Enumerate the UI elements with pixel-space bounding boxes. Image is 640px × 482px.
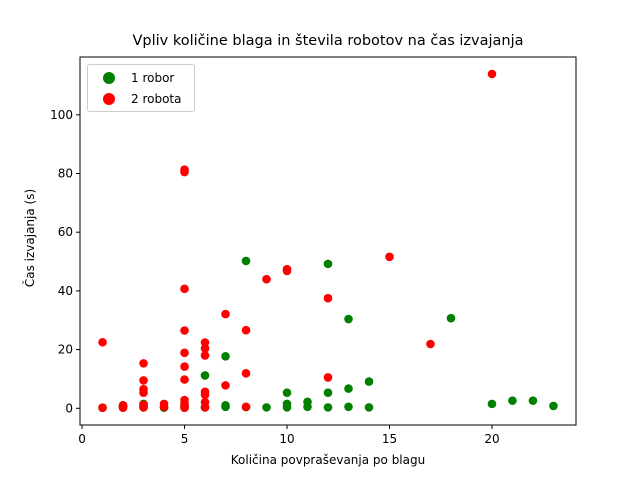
legend: 1 robor 2 robota (87, 64, 195, 112)
legend-marker-green (103, 72, 115, 84)
data-point-series-2 (139, 384, 148, 394)
data-point-series-1 (508, 396, 517, 405)
data-point-series-1 (549, 401, 558, 411)
data-point-series-2 (139, 376, 148, 385)
data-point-series-1 (282, 399, 292, 409)
data-point-series-2 (241, 402, 251, 412)
data-point-series-1 (446, 313, 456, 323)
data-point-series-2 (180, 326, 189, 335)
data-point-series-2 (385, 252, 394, 262)
x-tick-label: 15 (382, 432, 397, 446)
data-point-series-1 (323, 259, 333, 269)
data-point-series-1 (282, 388, 292, 398)
data-point-series-2 (98, 337, 107, 347)
legend-marker-red (103, 93, 115, 105)
y-axis-label: Čas izvajanja (s) (23, 188, 37, 288)
x-tick-label: 0 (78, 432, 86, 446)
data-point-series-2 (180, 284, 189, 294)
x-axis-label: Količina povpraševanja po blagu (230, 453, 426, 467)
axes-frame (79, 56, 577, 426)
data-point-series-1 (528, 396, 538, 405)
data-point-series-2 (262, 274, 271, 284)
x-tick-label: 5 (181, 432, 189, 446)
data-point-series-2 (180, 395, 189, 405)
data-point-series-1 (344, 402, 353, 412)
y-tick-label: 20 (58, 343, 73, 357)
data-point-series-2 (426, 339, 435, 349)
data-point-series-2 (159, 399, 169, 409)
data-point-series-1 (364, 403, 374, 412)
points-layer (98, 69, 558, 412)
data-point-series-2 (487, 69, 497, 79)
y-tick-label: 40 (58, 284, 73, 298)
data-point-series-2 (180, 362, 189, 371)
data-point-series-1 (221, 401, 230, 410)
data-point-series-1 (221, 352, 230, 361)
legend-item-series-2: 2 robota (88, 89, 194, 109)
legend-label: 1 robor (131, 71, 175, 85)
data-point-series-2 (200, 338, 210, 347)
data-point-series-1 (364, 377, 374, 386)
legend-label: 2 robota (131, 92, 182, 106)
y-tick-label: 80 (58, 167, 73, 181)
data-point-series-1 (344, 384, 353, 393)
data-point-series-1 (323, 388, 333, 398)
x-tick-label: 10 (279, 432, 294, 446)
data-point-series-2 (118, 401, 128, 410)
data-point-series-2 (139, 359, 148, 368)
y-tick-label: 60 (58, 225, 73, 239)
data-point-series-2 (221, 381, 230, 390)
legend-item-series-1: 1 robor (88, 68, 194, 88)
data-point-series-1 (200, 371, 210, 380)
data-point-series-1 (323, 403, 333, 412)
data-point-series-1 (303, 397, 312, 407)
data-point-series-2 (323, 293, 333, 303)
x-tick-label: 20 (484, 432, 499, 446)
y-tick-label: 100 (50, 108, 73, 122)
data-point-series-1 (241, 256, 251, 266)
data-point-series-2 (180, 165, 189, 174)
data-point-series-1 (487, 399, 497, 409)
data-point-series-2 (241, 325, 251, 335)
data-point-series-1 (344, 314, 353, 324)
data-point-series-2 (139, 400, 148, 410)
data-point-series-2 (323, 373, 333, 382)
data-point-series-2 (200, 351, 210, 360)
chart-title: Vpliv količine blaga in števila robotov … (132, 33, 524, 49)
data-point-series-2 (180, 375, 189, 384)
data-point-series-2 (200, 397, 210, 407)
x-ticks: 0 5 10 15 20 (78, 425, 500, 446)
y-ticks: 0 20 40 60 80 100 (50, 108, 80, 415)
data-point-series-2 (180, 348, 189, 358)
data-point-series-2 (241, 369, 251, 378)
data-point-series-2 (282, 264, 292, 274)
data-point-series-2 (200, 387, 210, 397)
data-point-series-2 (98, 403, 107, 412)
data-point-series-2 (221, 309, 230, 319)
data-point-series-1 (262, 403, 271, 412)
y-tick-label: 0 (65, 401, 73, 415)
